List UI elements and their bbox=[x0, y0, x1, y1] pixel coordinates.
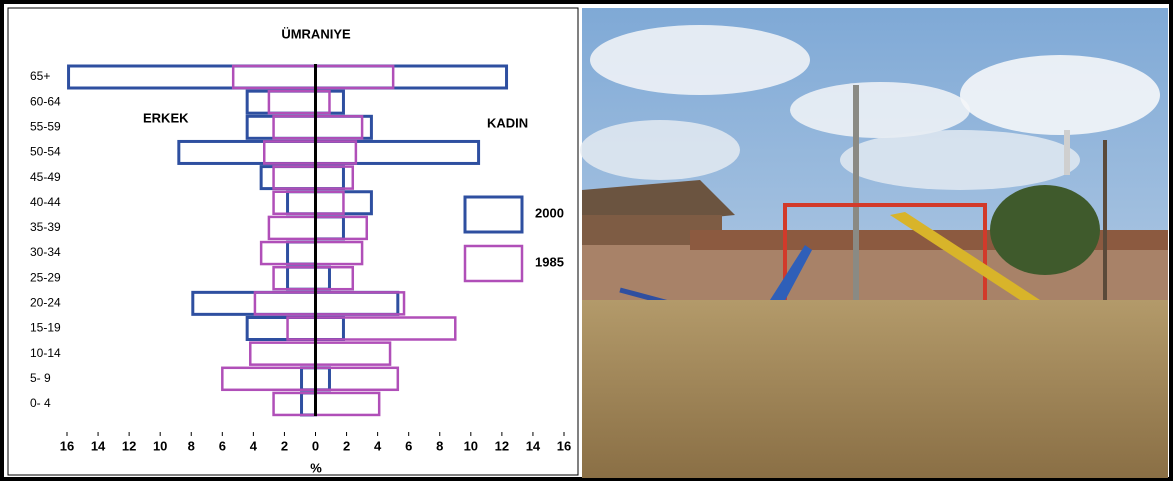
x-tick-label: 2 bbox=[281, 438, 288, 453]
x-tick-label: 16 bbox=[557, 438, 571, 453]
y-tick-label: 35-39 bbox=[30, 220, 61, 234]
x-tick-label: 4 bbox=[250, 438, 258, 453]
y-tick-label: 50-54 bbox=[30, 145, 61, 159]
right-label: KADIN bbox=[487, 115, 528, 130]
x-tick-label: 2 bbox=[343, 438, 350, 453]
legend-swatch bbox=[463, 244, 524, 283]
x-tick-label: 10 bbox=[464, 438, 478, 453]
x-tick-label: 6 bbox=[219, 438, 226, 453]
x-tick-label: 8 bbox=[188, 438, 195, 453]
y-tick-label: 40-44 bbox=[30, 195, 61, 209]
x-tick-label: 12 bbox=[495, 438, 509, 453]
y-tick-label: 55-59 bbox=[30, 119, 61, 133]
y-tick-label: 15-19 bbox=[30, 321, 61, 335]
photo bbox=[580, 8, 1168, 478]
legend-label: 2000 bbox=[535, 205, 564, 220]
x-tick-label: 14 bbox=[91, 438, 106, 453]
x-tick-label: 12 bbox=[122, 438, 136, 453]
y-tick-label: 0- 4 bbox=[30, 396, 51, 410]
x-tick-label: 16 bbox=[60, 438, 74, 453]
y-tick-label: 5- 9 bbox=[30, 371, 51, 385]
left-label: ERKEK bbox=[143, 110, 189, 125]
y-tick-label: 10-14 bbox=[30, 346, 61, 360]
x-tick-label: 10 bbox=[153, 438, 167, 453]
y-tick-label: 20-24 bbox=[30, 296, 61, 310]
x-tick-label: 14 bbox=[526, 438, 541, 453]
y-tick-label: 25-29 bbox=[30, 270, 61, 284]
chart-title: ÜMRANIYE bbox=[281, 26, 351, 41]
x-tick-label: 0 bbox=[312, 438, 319, 453]
x-tick-label: 4 bbox=[374, 438, 382, 453]
y-tick-label: 60-64 bbox=[30, 94, 61, 108]
y-tick-label: 45-49 bbox=[30, 170, 61, 184]
y-tick-label: 65+ bbox=[30, 69, 50, 83]
x-axis-label: % bbox=[310, 460, 322, 475]
y-tick-label: 30-34 bbox=[30, 245, 61, 259]
legend-swatch bbox=[463, 195, 524, 234]
legend-label: 1985 bbox=[535, 254, 564, 269]
x-tick-label: 8 bbox=[436, 438, 443, 453]
x-tick-label: 6 bbox=[405, 438, 412, 453]
